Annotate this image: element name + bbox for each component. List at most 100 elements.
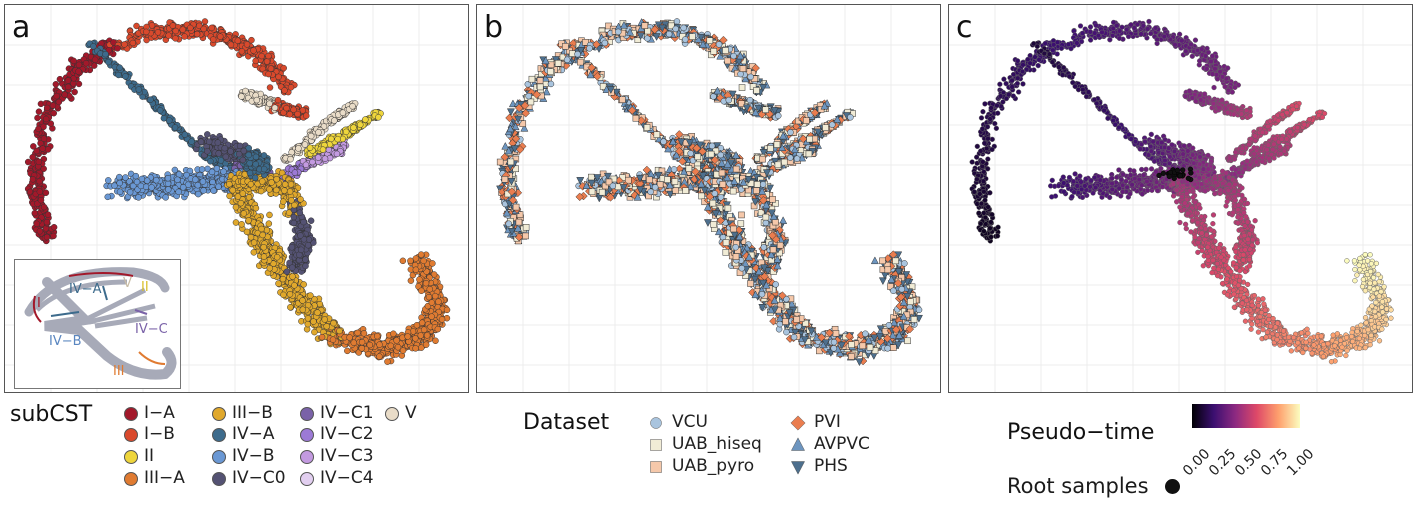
data-point	[394, 343, 402, 351]
data-point	[132, 172, 140, 180]
data-point	[229, 186, 236, 194]
data-point	[121, 41, 128, 48]
data-point	[271, 104, 279, 112]
data-point	[156, 107, 164, 114]
data-point	[527, 98, 535, 106]
data-point	[129, 39, 137, 47]
data-point	[245, 217, 252, 224]
panel-letter-a: a	[12, 10, 31, 45]
data-point	[280, 64, 287, 72]
data-point	[302, 161, 310, 169]
data-point	[164, 180, 172, 187]
data-point	[333, 150, 341, 158]
data-point	[303, 112, 310, 119]
data-point	[311, 328, 318, 336]
data-point	[258, 52, 265, 60]
data-point	[105, 58, 112, 66]
data-point	[301, 141, 309, 148]
inset-label-I: I	[37, 296, 41, 311]
data-point	[35, 125, 42, 133]
data-point	[148, 22, 156, 29]
data-point	[43, 104, 51, 112]
data-point	[299, 297, 306, 304]
data-point	[148, 184, 155, 191]
panel-a: a I IV−A V II IV−B IV−C III	[4, 4, 469, 393]
data-point	[116, 64, 123, 71]
data-point	[122, 174, 129, 181]
data-point	[299, 107, 306, 114]
data-point	[412, 335, 419, 342]
data-point	[672, 25, 679, 33]
data-point	[428, 299, 436, 306]
data-point	[418, 287, 425, 295]
data-point	[232, 219, 240, 226]
data-point	[263, 58, 271, 65]
data-point	[114, 45, 121, 52]
data-point	[420, 257, 427, 265]
data-point	[64, 83, 72, 91]
data-point	[116, 173, 123, 181]
data-point	[200, 25, 207, 33]
data-point	[290, 219, 298, 227]
data-point	[197, 138, 205, 145]
data-point	[275, 73, 282, 81]
data-point	[273, 175, 280, 183]
data-point	[358, 345, 366, 352]
data-point	[210, 187, 217, 194]
data-point	[393, 337, 400, 344]
data-point	[71, 88, 78, 96]
data-point	[321, 316, 329, 323]
data-point	[126, 188, 134, 196]
data-point	[283, 268, 291, 275]
data-point	[334, 135, 341, 143]
data-point	[260, 253, 268, 260]
data-point	[75, 61, 83, 69]
data-point	[390, 330, 397, 337]
data-point	[172, 27, 179, 35]
data-point	[198, 166, 206, 173]
data-point	[243, 228, 251, 236]
data-point	[169, 22, 177, 29]
data-point	[295, 145, 302, 152]
data-point	[297, 246, 305, 254]
inset-label-IV-C: IV−C	[135, 322, 168, 337]
data-point	[252, 204, 260, 212]
data-point	[291, 282, 298, 289]
data-point	[619, 96, 626, 103]
data-point	[428, 313, 435, 320]
data-point	[279, 275, 287, 283]
data-point	[50, 232, 57, 240]
data-point	[376, 341, 383, 348]
data-point	[75, 80, 83, 88]
data-point	[55, 98, 63, 106]
data-point	[242, 87, 249, 95]
data-point	[376, 353, 383, 360]
data-point	[44, 211, 52, 218]
data-point	[164, 186, 172, 193]
data-point	[601, 39, 609, 47]
data-point	[265, 220, 273, 227]
data-point	[257, 187, 265, 195]
data-point	[404, 333, 411, 340]
data-point	[82, 60, 90, 67]
data-point	[373, 332, 381, 340]
data-point	[358, 338, 366, 346]
data-point	[122, 73, 129, 80]
data-point	[399, 257, 407, 265]
data-point	[215, 150, 222, 157]
data-point	[133, 22, 140, 30]
data-point	[253, 96, 261, 104]
data-point	[300, 281, 307, 288]
scatter-plot-b	[477, 5, 940, 392]
data-point	[237, 199, 245, 207]
data-point	[209, 36, 217, 43]
data-point	[737, 70, 744, 78]
data-point	[215, 183, 222, 191]
data-point	[36, 228, 44, 235]
data-point	[302, 262, 309, 270]
data-point	[501, 176, 509, 183]
inset-label-III: III	[113, 364, 125, 379]
data-point	[643, 124, 651, 131]
data-point	[265, 70, 272, 78]
data-point	[653, 131, 661, 138]
